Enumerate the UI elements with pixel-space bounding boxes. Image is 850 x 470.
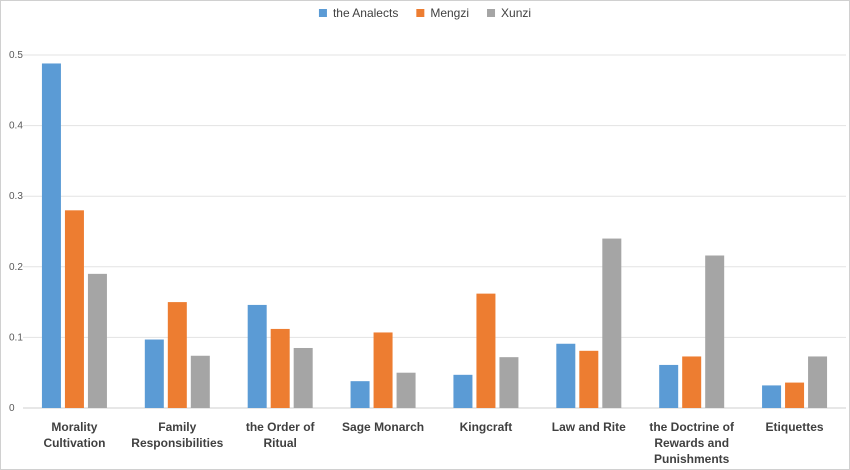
x-tick-label: the Order of — [246, 420, 316, 434]
bar-mengzi — [682, 356, 702, 408]
x-tick-label: Etiquettes — [766, 420, 824, 434]
bar-mengzi — [785, 382, 805, 408]
legend-swatch — [487, 9, 496, 17]
x-tick-label: Morality — [51, 420, 97, 434]
legend-swatch — [416, 9, 425, 17]
y-axis-ticks: 0 0.1 0.2 0.3 0.4 0.5 — [9, 50, 23, 414]
y-tick-label: 0.5 — [9, 50, 23, 61]
x-tick-label: Responsibilities — [131, 436, 223, 450]
y-tick-label: 0.2 — [9, 262, 23, 273]
legend-label: Xunzi — [501, 6, 531, 20]
bars — [41, 63, 828, 409]
bar-xunzi — [705, 255, 725, 408]
bar-mengzi — [64, 210, 84, 408]
legend: the Analects Mengzi Xunzi — [318, 6, 531, 20]
bar-the-analects — [41, 63, 61, 409]
y-tick-label: 0.3 — [9, 191, 23, 202]
x-tick-label: Sage Monarch — [342, 420, 424, 434]
bar-mengzi — [167, 302, 187, 408]
bar-mengzi — [476, 293, 496, 408]
bar-xunzi — [602, 238, 622, 408]
x-tick-label: Ritual — [264, 436, 297, 450]
legend-swatch — [318, 9, 327, 17]
bar-the-analects — [762, 385, 782, 408]
x-axis-labels: Morality Cultivation Family Responsibilitie… — [43, 420, 823, 466]
x-tick-label: Rewards and — [654, 436, 729, 450]
bar-xunzi — [396, 372, 416, 408]
bar-the-analects — [453, 374, 473, 408]
x-tick-label: Punishments — [654, 452, 730, 466]
bar-xunzi — [293, 347, 313, 408]
bar-mengzi — [373, 332, 393, 408]
bar-xunzi — [190, 355, 210, 408]
bar-xunzi — [87, 273, 107, 408]
bar-xunzi — [808, 356, 828, 408]
x-tick-label: the Doctrine of — [649, 420, 735, 434]
x-tick-label: Law and Rite — [552, 420, 626, 434]
y-tick-label: 0 — [9, 403, 15, 414]
x-tick-label: Kingcraft — [460, 420, 513, 434]
bar-the-analects — [144, 339, 164, 408]
bar-mengzi — [270, 328, 290, 408]
y-tick-label: 0.4 — [9, 121, 23, 132]
x-tick-label: Family — [158, 420, 196, 434]
legend-label: the Analects — [333, 6, 398, 20]
bar-the-analects — [556, 343, 576, 408]
bar-the-analects — [247, 304, 267, 408]
bar-mengzi — [579, 350, 599, 408]
bar-xunzi — [499, 357, 519, 408]
bar-the-analects — [350, 381, 370, 408]
bar-the-analects — [659, 364, 679, 408]
x-tick-label: Cultivation — [43, 436, 105, 450]
legend-label: Mengzi — [430, 6, 469, 20]
y-tick-label: 0.1 — [9, 332, 23, 343]
